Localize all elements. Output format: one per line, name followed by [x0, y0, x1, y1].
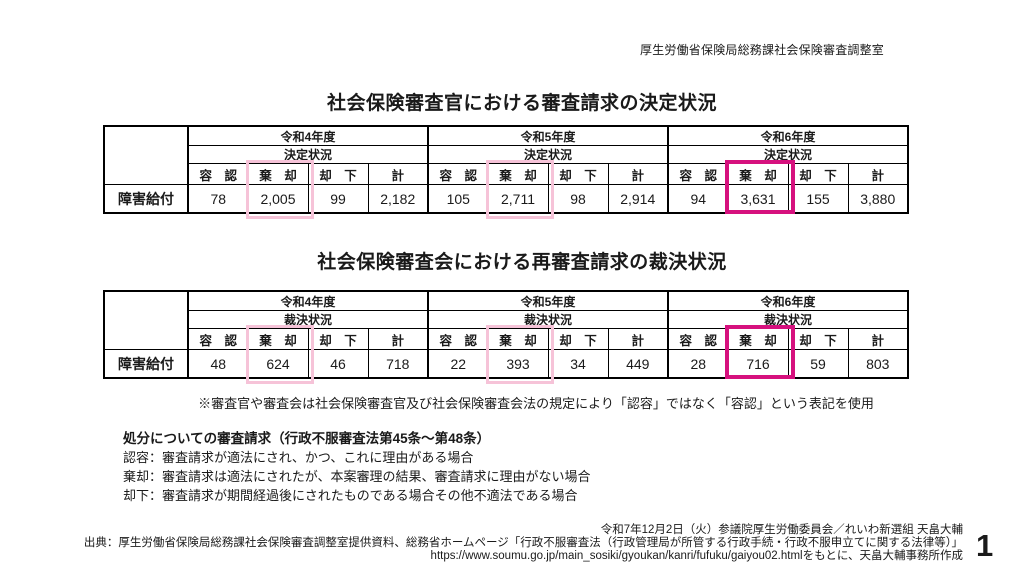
value-cell: 718	[367, 349, 429, 379]
adjudication-table-title: 社会保険審査会における再審査請求の裁決状況	[317, 252, 727, 273]
value-cell: 2,182	[367, 184, 429, 214]
col-header: 却 下	[787, 328, 849, 350]
value-cell: 94	[667, 184, 729, 214]
corner-cell	[103, 290, 189, 350]
col-header: 却 下	[307, 163, 369, 185]
value-cell: 28	[667, 349, 729, 379]
value-cell: 46	[307, 349, 369, 379]
value-cell: 2,914	[607, 184, 669, 214]
col-header: 棄 却	[247, 328, 309, 350]
legend-item-kyakka: 却下：審査請求が期間経過後にされたものである場合その他不適法である場合	[123, 488, 578, 503]
col-header: 計	[847, 328, 909, 350]
value-cell: 3,631	[727, 184, 789, 214]
value-cell: 48	[187, 349, 249, 379]
value-cell: 155	[787, 184, 849, 214]
value-cell: 105	[427, 184, 489, 214]
value-cell: 624	[247, 349, 309, 379]
year-header: 令和4年度	[187, 290, 429, 311]
col-header: 容 認	[187, 328, 249, 350]
status-header: 決定状況	[427, 145, 669, 164]
footer-source-line: 出典：厚生労働省保険局総務課社会保険審査調整室提供資料、総務省ホームページ「行政…	[83, 537, 963, 549]
legend-item-ninyo: 認容：審査請求が適法にされ、かつ、これに理由がある場合	[123, 450, 474, 465]
col-header: 容 認	[427, 163, 489, 185]
col-header: 容 認	[187, 163, 249, 185]
value-cell: 34	[547, 349, 609, 379]
legend-item-kikyaku: 棄却：審査請求は適法にされたが、本案審理の結果、審査請求に理由がない場合	[123, 469, 591, 484]
adjudication-table: 令和4年度 令和5年度 令和6年度 裁決状況 裁決状況 裁決状況 容 認 棄 却…	[103, 290, 909, 379]
col-header: 計	[607, 328, 669, 350]
year-header: 令和4年度	[187, 125, 429, 146]
year-header: 令和6年度	[667, 290, 909, 311]
decision-table: 令和4年度 令和5年度 令和6年度 決定状況 決定状況 決定状況 容 認 棄 却…	[103, 125, 909, 214]
col-header: 棄 却	[487, 328, 549, 350]
year-header: 令和5年度	[427, 125, 669, 146]
value-cell: 2,711	[487, 184, 549, 214]
value-cell: 98	[547, 184, 609, 214]
value-cell: 716	[727, 349, 789, 379]
table-row: 裁決状況 裁決状況 裁決状況	[104, 310, 909, 329]
status-header: 裁決状況	[427, 310, 669, 329]
col-header: 計	[607, 163, 669, 185]
year-header: 令和6年度	[667, 125, 909, 146]
col-header: 容 認	[427, 328, 489, 350]
col-header: 却 下	[787, 163, 849, 185]
col-header: 棄 却	[247, 163, 309, 185]
col-header: 計	[367, 163, 429, 185]
year-header: 令和5年度	[427, 290, 669, 311]
value-cell: 393	[487, 349, 549, 379]
table-row: 障害給付 48 624 46 718 22 393 34 449 28 716 …	[103, 349, 909, 379]
status-header: 裁決状況	[187, 310, 429, 329]
table-row: 決定状況 決定状況 決定状況	[104, 145, 909, 164]
value-cell: 59	[787, 349, 849, 379]
value-cell: 803	[847, 349, 909, 379]
value-cell: 449	[607, 349, 669, 379]
col-header: 計	[367, 328, 429, 350]
col-header: 計	[847, 163, 909, 185]
terminology-note: ※審査官や審査会は社会保険審査官及び社会保険審査会法の規定により「認容」ではなく…	[198, 396, 874, 411]
status-header: 裁決状況	[667, 310, 909, 329]
table-row: 障害給付 78 2,005 99 2,182 105 2,711 98 2,91…	[103, 184, 909, 214]
table-row: 令和4年度 令和5年度 令和6年度	[103, 125, 909, 185]
legend-heading: 処分についての審査請求（行政不服審査法第45条～第48条）	[123, 431, 491, 446]
corner-cell	[103, 125, 189, 185]
col-header: 却 下	[547, 163, 609, 185]
footer-url-line: https://www.soumu.go.jp/main_sosiki/gyou…	[430, 550, 963, 562]
row-label: 障害給付	[103, 349, 189, 379]
value-cell: 99	[307, 184, 369, 214]
value-cell: 2,005	[247, 184, 309, 214]
legend-block: 処分についての審査請求（行政不服審査法第45条～第48条） 認容：審査請求が適法…	[123, 429, 590, 505]
footer-block: 令和7年12月2日（火）参議院厚生労働委員会／れいわ新選組 天畠大輔 出典：厚生…	[84, 524, 963, 563]
status-header: 決定状況	[667, 145, 909, 164]
org-header: 厚生労働省保険局総務課社会保険審査調整室	[640, 43, 885, 57]
table-row: 令和4年度 令和5年度 令和6年度	[103, 290, 909, 350]
col-header: 棄 却	[727, 163, 789, 185]
footer-committee-line: 令和7年12月2日（火）参議院厚生労働委員会／れいわ新選組 天畠大輔	[600, 524, 963, 536]
col-header: 棄 却	[487, 163, 549, 185]
value-cell: 3,880	[847, 184, 909, 214]
table-row: 容 認 棄 却 却 下 計 容 認 棄 却 却 下 計 容 認 棄 却 却 下 …	[104, 328, 909, 350]
page-number: 1	[976, 528, 994, 563]
col-header: 容 認	[667, 163, 729, 185]
value-cell: 78	[187, 184, 249, 214]
col-header: 却 下	[307, 328, 369, 350]
row-label: 障害給付	[103, 184, 189, 214]
value-cell: 22	[427, 349, 489, 379]
table-row: 容 認 棄 却 却 下 計 容 認 棄 却 却 下 計 容 認 棄 却 却 下 …	[104, 163, 909, 185]
col-header: 却 下	[547, 328, 609, 350]
decision-table-title: 社会保険審査官における審査請求の決定状況	[326, 93, 717, 114]
status-header: 決定状況	[187, 145, 429, 164]
col-header: 容 認	[667, 328, 729, 350]
col-header: 棄 却	[727, 328, 789, 350]
